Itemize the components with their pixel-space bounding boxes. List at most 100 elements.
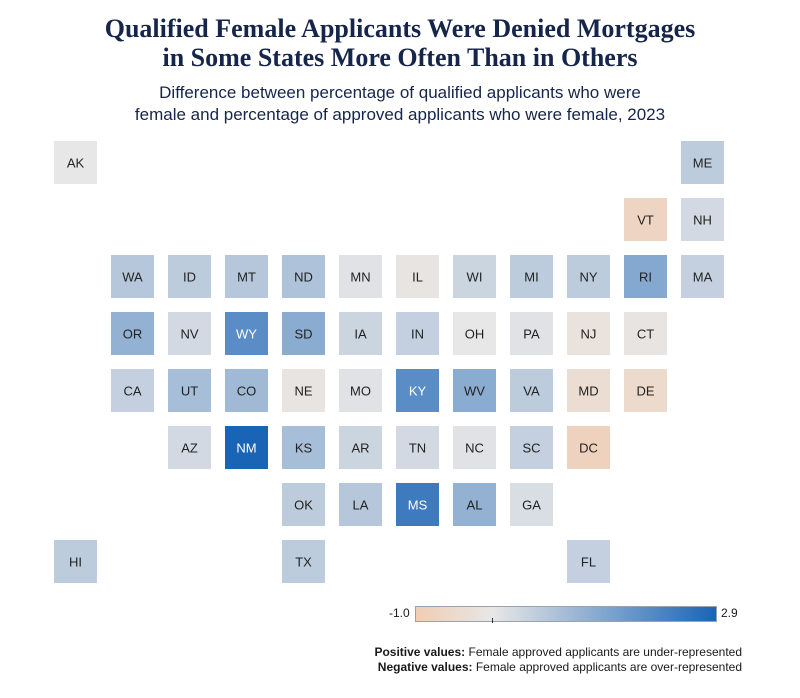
state-tile-va: VA [510,369,553,412]
state-tile-label: OK [294,498,313,513]
state-tile-label: IN [411,327,424,342]
state-tile-label: HI [69,555,82,570]
state-tile-rect [111,369,154,412]
state-tile-wi: WI [453,255,496,298]
state-tile-label: CO [237,384,257,399]
state-tile-rect [225,426,268,469]
state-tile-wa: WA [111,255,154,298]
state-tile-nv: NV [168,312,211,355]
state-tile-tn: TN [396,426,439,469]
state-tile-ne: NE [282,369,325,412]
positive-note-text: Female approved applicants are under-rep… [468,645,743,659]
state-tile-label: TN [409,441,426,456]
state-tile-rect [168,312,211,355]
state-tile-oh: OH [453,312,496,355]
state-tile-rect [168,255,211,298]
state-tile-in: IN [396,312,439,355]
state-tile-label: ID [183,270,196,285]
state-tile-hi: HI [54,540,97,583]
state-tile-label: MN [350,270,370,285]
state-tile-label: SC [522,441,540,456]
state-tile-rect [396,483,439,526]
state-tile-label: AR [351,441,369,456]
state-tile-rect [396,369,439,412]
negative-note: Negative values: Female approved applica… [374,660,742,675]
state-tile-ok: OK [282,483,325,526]
chart-subtitle: Difference between percentage of qualifi… [134,83,666,124]
state-tile-id: ID [168,255,211,298]
state-tile-rect [624,369,667,412]
state-tile-label: FL [581,555,596,570]
state-tile-label: DE [636,384,654,399]
state-tile-ut: UT [168,369,211,412]
state-tile-ar: AR [339,426,382,469]
state-tile-rect [339,483,382,526]
state-tile-label: MS [408,498,428,513]
state-tile-label: WY [236,327,257,342]
state-tile-nc: NC [453,426,496,469]
state-tile-ms: MS [396,483,439,526]
state-tile-rect [111,255,154,298]
state-tile-sc: SC [510,426,553,469]
state-tile-al: AL [453,483,496,526]
state-tile-rect [282,426,325,469]
state-tile-rect [282,540,325,583]
state-tile-rect [282,255,325,298]
state-tile-rect [624,312,667,355]
state-tile-rect [510,255,553,298]
state-tile-label: OR [123,327,143,342]
state-tile-label: TX [295,555,312,570]
state-tile-ma: MA [681,255,724,298]
state-tile-rect [510,312,553,355]
state-tile-label: MT [237,270,256,285]
state-tile-rect [681,141,724,184]
legend-max-label: 2.9 [721,606,738,620]
state-tile-label: NM [236,441,256,456]
state-tile-rect [339,255,382,298]
state-tile-mn: MN [339,255,382,298]
positive-note-label: Positive values: [374,645,466,659]
state-tile-rect [453,255,496,298]
state-tile-rect [282,369,325,412]
state-tile-rect [453,426,496,469]
state-tile-label: WI [467,270,483,285]
state-tile-label: LA [353,498,369,513]
state-tile-sd: SD [282,312,325,355]
state-tile-label: WA [122,270,143,285]
state-tile-la: LA [339,483,382,526]
state-tile-label: WV [464,384,485,399]
state-tile-label: MO [350,384,371,399]
state-tile-rect [282,312,325,355]
state-tile-rect [567,312,610,355]
state-tile-rect [510,426,553,469]
state-tile-rect [624,255,667,298]
state-tile-rect [453,369,496,412]
state-tiles: AK ME VT NH WA ID MT ND MN IL WI MI NY RI MA OR NV WY SD IA… [54,141,724,583]
state-tile-md: MD [567,369,610,412]
state-tile-rect [567,369,610,412]
state-tile-ks: KS [282,426,325,469]
state-tile-mt: MT [225,255,268,298]
state-tile-label: ND [294,270,313,285]
state-tile-label: NV [180,327,198,342]
state-tile-label: MI [524,270,538,285]
state-tile-label: IL [412,270,423,285]
state-tile-ri: RI [624,255,667,298]
state-tile-rect [681,198,724,241]
state-tile-rect [396,312,439,355]
state-tile-nm: NM [225,426,268,469]
state-tile-label: RI [639,270,652,285]
state-tile-tx: TX [282,540,325,583]
state-tile-rect [453,483,496,526]
state-tile-il: IL [396,255,439,298]
state-tile-label: AL [467,498,483,513]
state-tile-rect [681,255,724,298]
state-tile-rect [510,483,553,526]
legend-notes: Positive values: Female approved applica… [374,645,742,675]
state-tile-label: NC [465,441,484,456]
state-tile-rect [396,255,439,298]
legend-zero-tick [492,618,494,623]
state-tile-mo: MO [339,369,382,412]
state-tile-or: OR [111,312,154,355]
